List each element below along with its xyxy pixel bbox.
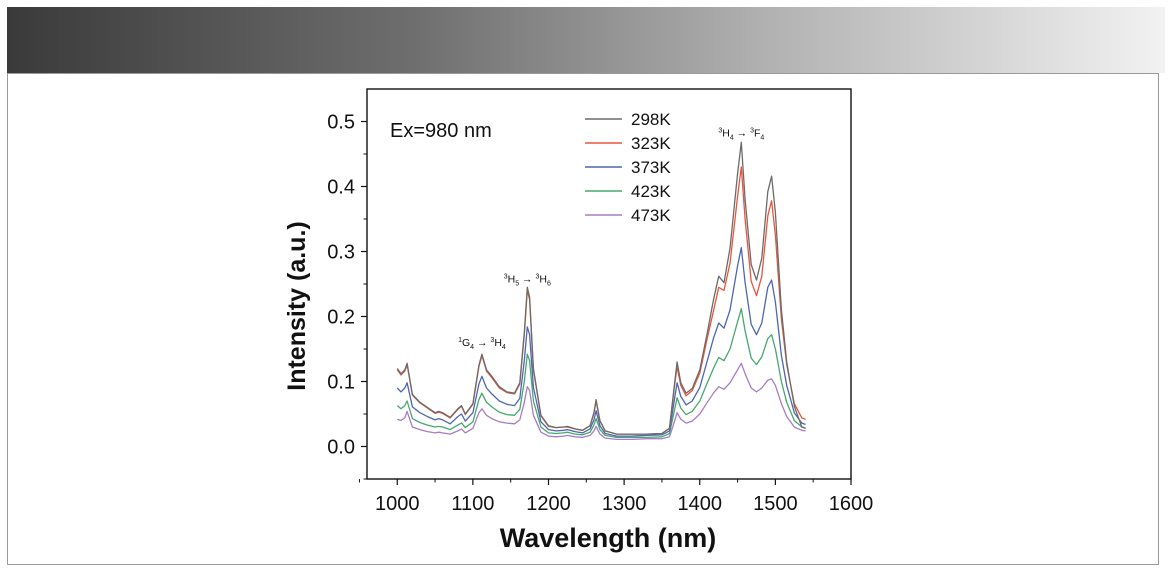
series-line-473K xyxy=(397,362,806,441)
transition-annotation-g4: 1G4 → 3H4 xyxy=(458,337,506,351)
y-axis-label: Intensity (a.u.) xyxy=(283,221,311,390)
x-tick-label: 1300 xyxy=(602,493,647,515)
series-line-323K xyxy=(396,166,806,435)
y-tick-label: 0.5 xyxy=(327,112,355,134)
y-tick-label: 0.2 xyxy=(327,307,355,329)
plot-area: 1G4 → 3H4 3H5 → 3H6 3H4 → 3F4 xyxy=(396,127,806,441)
x-tick-label: 1200 xyxy=(526,493,571,515)
x-tick-label: 1100 xyxy=(451,493,494,515)
legend-label-373K: 373K xyxy=(631,158,671,177)
legend-label-298K: 298K xyxy=(631,110,671,129)
legend: 298K 323K 373K 423K 473K xyxy=(585,110,671,225)
legend-label-473K: 473K xyxy=(631,206,671,225)
x-tick-label: 1600 xyxy=(829,493,874,515)
series-line-298K xyxy=(396,141,806,435)
excitation-label: Ex=980 nm xyxy=(390,120,492,142)
axes: 1000 1100 1200 1300 1400 1500 1600 0.0 0.1 0.2 0.3… xyxy=(327,88,874,515)
y-tick-label: 0.0 xyxy=(327,437,355,459)
labels: Wavelength (nm) Intensity (a.u.) Ex=980 … xyxy=(283,120,716,553)
transition-annotation-h5: 3H5 → 3H6 xyxy=(504,274,551,288)
x-axis-label: Wavelength (nm) xyxy=(500,523,717,553)
y-tick-label: 0.4 xyxy=(327,177,355,199)
transition-annotation-h4: 3H4 → 3F4 xyxy=(718,127,764,141)
x-tick-label: 1500 xyxy=(753,493,798,515)
x-tick-label: 1000 xyxy=(375,493,420,515)
legend-label-323K: 323K xyxy=(631,134,671,153)
header-banner xyxy=(7,7,1165,73)
series-line-373K xyxy=(396,246,806,437)
x-tick-label: 1400 xyxy=(678,493,723,515)
legend-label-423K: 423K xyxy=(631,182,671,201)
series-line-423K xyxy=(396,308,806,439)
y-tick-label: 0.1 xyxy=(327,372,355,394)
figure-frame xyxy=(7,73,1159,565)
y-tick-label: 0.3 xyxy=(327,242,355,264)
